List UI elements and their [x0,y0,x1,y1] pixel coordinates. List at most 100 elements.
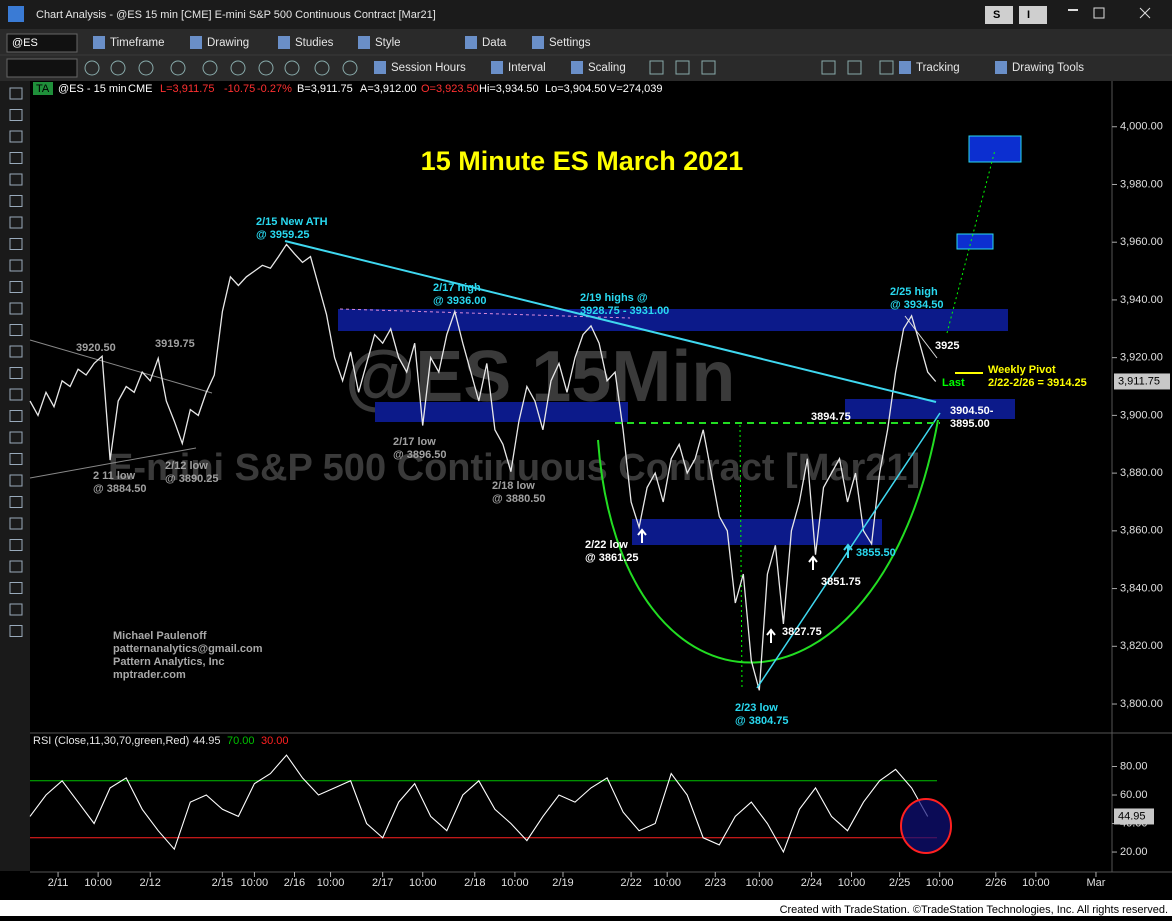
tool[interactable] [9,238,23,250]
annotation: 2/12 low [165,460,208,472]
tool[interactable] [9,109,23,121]
highlight [900,798,952,854]
tool-icon [374,61,386,74]
tool[interactable] [9,388,23,401]
tool-icon [138,60,154,76]
rsi-level: 70.00 [227,735,255,747]
x-tick-label: 10:00 [1022,877,1050,889]
tool[interactable] [9,281,23,293]
tool-icon [847,60,862,75]
menu-item[interactable]: Drawing [207,37,249,49]
tool[interactable] [9,130,23,143]
menu-item[interactable]: Timeframe [110,37,165,49]
tool[interactable] [9,324,23,336]
x-tick-label: 2/16 [284,877,305,889]
window-button[interactable] [1019,6,1047,24]
tool[interactable] [9,539,23,551]
tool[interactable] [9,603,23,616]
x-tick-label: 10:00 [746,877,774,889]
trendline [904,315,938,359]
header-item: -10.75 [224,83,255,95]
maximize[interactable] [1093,7,1105,19]
tool[interactable] [9,195,23,207]
x-tick-label: 2/12 [140,877,161,889]
menu-item[interactable]: Interval [508,62,546,74]
annotation: Weekly Pivot [988,364,1056,376]
tool[interactable] [9,410,23,422]
menu-item[interactable]: Data [482,37,507,49]
tool[interactable] [9,496,23,508]
trendline [29,447,197,479]
menu-item[interactable]: Tracking [916,62,960,74]
x-tick-label: 10:00 [653,877,681,889]
chart-title: 15 Minute ES March 2021 [421,146,744,176]
guide [739,424,743,691]
y-tick-label: 20.00 [1120,846,1148,858]
annotation: 2/22 low [585,539,628,551]
tool-icon [358,36,370,49]
x-tick-label: 2/18 [464,877,485,889]
tool[interactable] [9,560,23,573]
header-item: CME [128,83,152,95]
tool-icon [84,60,100,76]
tool[interactable] [9,173,23,186]
window-button-label: I [1027,9,1030,21]
rsi-level: 30.00 [261,735,289,747]
tools [9,87,23,637]
tool[interactable] [9,474,23,487]
tool[interactable] [9,302,23,315]
target-box [956,233,994,250]
minimize[interactable] [1068,9,1078,11]
header-item: @ES - 15 min [58,83,127,95]
x-tick-label: 2/22 [620,877,641,889]
arrow [843,543,853,558]
series-line [29,243,937,691]
window-button[interactable] [985,6,1013,24]
menu-item[interactable]: Scaling [588,62,626,74]
trendline [284,240,937,403]
tool[interactable] [9,625,23,637]
tool[interactable] [9,431,23,444]
tool-icon [465,36,477,49]
x-tick-label: 2/15 [212,877,233,889]
tool-icon [258,60,274,76]
annotation: 3919.75 [155,338,195,350]
header-item: -0.27% [257,83,292,95]
symbol-box[interactable] [6,33,78,53]
rsi-value: 44.95 [193,735,221,747]
y-tick-label: 3,800.00 [1120,698,1163,710]
tool[interactable] [9,367,23,379]
annotation: @ 3936.00 [433,295,487,307]
annotation: 2/15 New ATH [256,216,328,228]
tool[interactable] [9,517,23,530]
drawings [29,135,1022,691]
last-value-label: 3,911.75 [1118,375,1160,387]
tool[interactable] [9,152,23,164]
close[interactable] [1139,7,1151,19]
annotation: 2 11 low [93,470,136,482]
tool[interactable] [9,87,23,100]
tool[interactable] [9,216,23,229]
menu-item[interactable]: Session Hours [391,62,466,74]
menu-item[interactable]: Drawing Tools [1012,62,1084,74]
tool[interactable] [9,582,23,594]
tool[interactable] [9,259,23,272]
menu-item[interactable]: Studies [295,37,334,49]
header-item: V=274,039 [609,83,663,95]
x-tick-label: 10:00 [317,877,345,889]
x-tick-label: 10:00 [501,877,529,889]
x-tick-label: 2/25 [889,877,910,889]
menu-item[interactable]: Style [375,37,401,49]
y-tick-label: 60.00 [1120,789,1148,801]
annotation: 2/18 low [492,480,535,492]
arrow [808,555,818,570]
title-bar [0,0,1172,29]
menu-item[interactable]: Settings [549,37,591,49]
tool[interactable] [9,345,23,358]
annotation: Last [942,377,965,389]
tool-icon [314,60,330,76]
tool-icon [110,60,126,76]
interval-box[interactable] [6,58,78,78]
tool[interactable] [9,453,23,465]
